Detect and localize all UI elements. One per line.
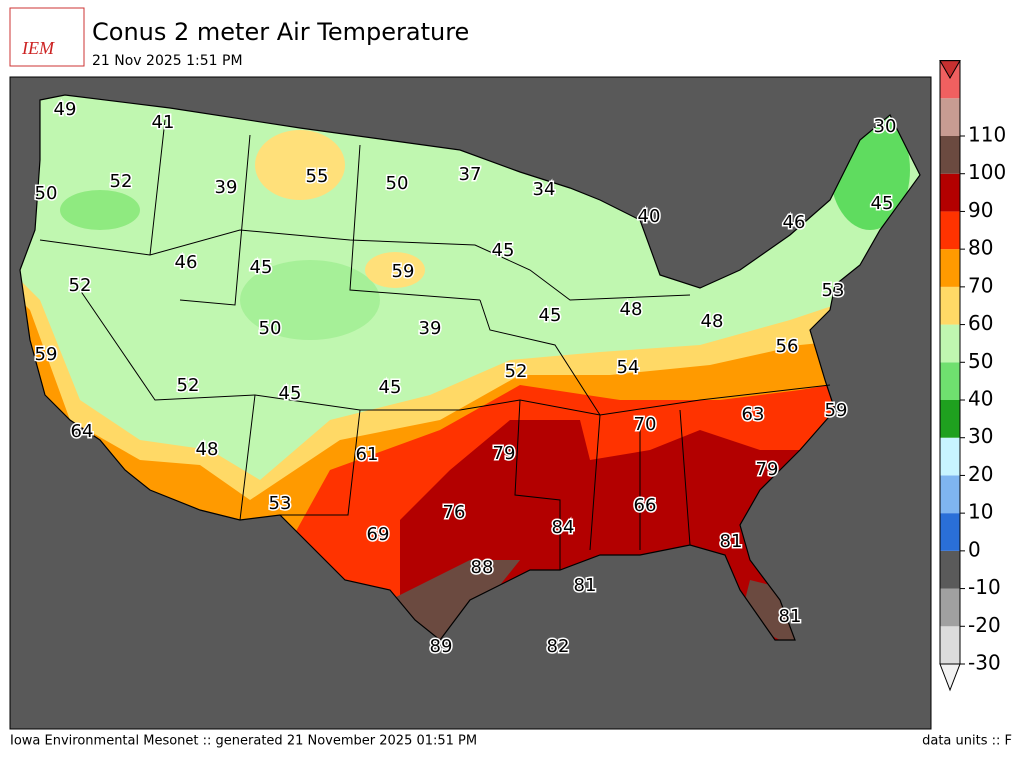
colorbar-tick-label: 0 xyxy=(968,537,981,561)
colorbar-tick-label: -30 xyxy=(968,651,1001,675)
colorbar-tick-label: 80 xyxy=(968,236,993,260)
colorbar-segment xyxy=(940,475,960,514)
temperature-label: 46 xyxy=(175,252,198,273)
temperature-label: 45 xyxy=(492,240,515,261)
title: Conus 2 meter Air Temperature xyxy=(92,18,469,46)
colorbar-tick-label: 70 xyxy=(968,273,993,297)
temperature-label: 48 xyxy=(701,311,724,332)
colorbar-segment xyxy=(940,324,960,363)
temperature-label: 49 xyxy=(54,99,77,120)
temperature-labels: 49 41 52 50 39 55 50 37 34 40 30 46 45 46 45 59 45 52 53 45… xyxy=(33,98,898,659)
colorbar-tick-label: 100 xyxy=(968,160,1006,184)
temperature-label: 45 xyxy=(379,377,402,398)
state-lines xyxy=(39,119,831,570)
footer-left: Iowa Environmental Mesonet :: generated … xyxy=(10,734,477,749)
colorbar-segment xyxy=(940,513,960,551)
temperature-label: 45 xyxy=(250,257,273,278)
colorbar-segment xyxy=(940,400,960,438)
temperature-label: 50 xyxy=(259,318,282,339)
colorbar-tick-label: 10 xyxy=(968,500,993,524)
temperature-label: 59 xyxy=(392,261,415,282)
colorbar-tick-label: 40 xyxy=(968,387,993,411)
temperature-label: 45 xyxy=(279,383,302,404)
temperature-label: 41 xyxy=(152,112,175,133)
temperature-label: 50 xyxy=(35,183,58,204)
temperature-label: 82 xyxy=(547,636,570,657)
temperature-label: 50 xyxy=(386,173,409,194)
temperature-label: 30 xyxy=(874,116,897,137)
temperature-label: 53 xyxy=(822,280,845,301)
colorbar-segment xyxy=(940,626,960,664)
temperature-label: 81 xyxy=(720,531,743,552)
temperature-label: 69 xyxy=(367,524,390,545)
colorbar-tick-label: 90 xyxy=(968,198,993,222)
colorbar-tick-label: 30 xyxy=(968,424,993,448)
colorbar-segment xyxy=(940,362,960,400)
temperature-label: 88 xyxy=(471,557,494,578)
colorbar-segment xyxy=(940,286,960,325)
temperature-label: 52 xyxy=(505,361,528,382)
colorbar-tick-label: -10 xyxy=(968,575,1001,599)
temperature-label: 64 xyxy=(71,421,94,442)
colorbar-tick-label: 20 xyxy=(968,462,993,486)
colorbar-segment xyxy=(940,173,960,212)
temperature-label: 52 xyxy=(177,375,200,396)
temperature-label: 76 xyxy=(443,502,466,523)
temperature-label: 48 xyxy=(196,439,219,460)
colorbar-segment xyxy=(940,98,960,136)
temperature-label: 70 xyxy=(634,414,657,435)
temperature-label: 54 xyxy=(617,357,640,378)
temperature-label: 66 xyxy=(634,495,657,516)
temperature-label: 52 xyxy=(110,171,133,192)
temperature-label: 61 xyxy=(356,444,379,465)
colorbar: -30 -20 -10 0 10 20 30 40 50 60 70 80 90 100 110 xyxy=(939,60,1006,692)
colorbar-tick-label: 60 xyxy=(968,311,993,335)
temperature-label: 52 xyxy=(69,275,92,296)
colorbar-segment xyxy=(940,588,960,627)
temperature-label: 40 xyxy=(638,206,661,227)
colorbar-segment xyxy=(940,249,960,287)
temperature-label: 63 xyxy=(742,404,765,425)
colorbar-segment xyxy=(940,437,960,476)
temperature-label: 48 xyxy=(620,299,643,320)
colorbar-segment xyxy=(940,550,960,589)
temperature-label: 34 xyxy=(533,179,556,200)
colorbar-segment xyxy=(940,211,960,250)
temperature-label: 79 xyxy=(493,443,516,464)
temperature-label: 59 xyxy=(825,400,848,421)
logo-box xyxy=(9,7,85,67)
temperature-label: 89 xyxy=(430,636,453,657)
temperature-label: 39 xyxy=(419,318,442,339)
temperature-label: 81 xyxy=(574,575,597,596)
temperature-label: 45 xyxy=(871,193,894,214)
temperature-label: 79 xyxy=(756,459,779,480)
temperature-label: 55 xyxy=(306,166,329,187)
temperature-label: 84 xyxy=(552,517,575,538)
subtitle: 21 Nov 2025 1:51 PM xyxy=(92,53,243,69)
colorbar-tick-label: 110 xyxy=(968,123,1006,147)
temperature-label: 37 xyxy=(459,164,482,185)
temperature-label: 53 xyxy=(269,493,292,514)
colorbar-tick-label: -20 xyxy=(968,613,1001,637)
temperature-label: 39 xyxy=(215,177,238,198)
temperature-label: 59 xyxy=(35,344,58,365)
temperature-label: 56 xyxy=(776,336,799,357)
temperature-label: 81 xyxy=(779,606,802,627)
colorbar-segment xyxy=(940,136,960,174)
footer-right: data units :: F xyxy=(922,734,1012,749)
temperature-label: 45 xyxy=(539,305,562,326)
logo: IEM xyxy=(21,38,55,58)
colorbar-arrow-bottom xyxy=(939,663,961,692)
temperature-label: 46 xyxy=(783,212,806,233)
colorbar-tick-label: 50 xyxy=(968,349,993,373)
